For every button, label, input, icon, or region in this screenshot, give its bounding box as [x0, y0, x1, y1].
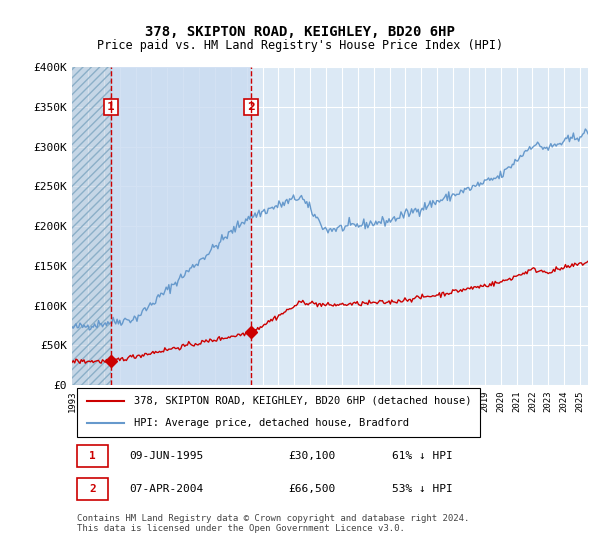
FancyBboxPatch shape [77, 445, 108, 467]
Text: HPI: Average price, detached house, Bradford: HPI: Average price, detached house, Brad… [134, 418, 409, 428]
Text: 53% ↓ HPI: 53% ↓ HPI [392, 484, 452, 494]
FancyBboxPatch shape [77, 388, 479, 437]
Bar [72, 67, 111, 385]
Text: 07-APR-2004: 07-APR-2004 [129, 484, 203, 494]
Text: 09-JUN-1995: 09-JUN-1995 [129, 451, 203, 461]
Text: Contains HM Land Registry data © Crown copyright and database right 2024.
This d: Contains HM Land Registry data © Crown c… [77, 514, 470, 534]
Text: 1: 1 [107, 102, 115, 112]
Text: 2: 2 [89, 484, 96, 494]
Text: 2: 2 [247, 102, 255, 112]
FancyBboxPatch shape [77, 478, 108, 500]
Text: £30,100: £30,100 [289, 451, 336, 461]
Text: 61% ↓ HPI: 61% ↓ HPI [392, 451, 452, 461]
Bar [72, 67, 111, 385]
Text: £66,500: £66,500 [289, 484, 336, 494]
Text: Price paid vs. HM Land Registry's House Price Index (HPI): Price paid vs. HM Land Registry's House … [97, 39, 503, 52]
Text: 1: 1 [89, 451, 96, 461]
Text: 378, SKIPTON ROAD, KEIGHLEY, BD20 6HP (detached house): 378, SKIPTON ROAD, KEIGHLEY, BD20 6HP (d… [134, 395, 472, 405]
Bar [111, 67, 251, 385]
Text: 378, SKIPTON ROAD, KEIGHLEY, BD20 6HP: 378, SKIPTON ROAD, KEIGHLEY, BD20 6HP [145, 25, 455, 39]
